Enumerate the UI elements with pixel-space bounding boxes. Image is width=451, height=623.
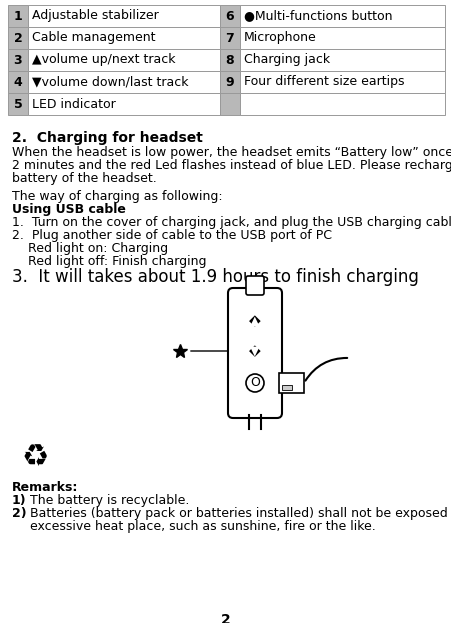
Text: 1): 1) xyxy=(12,494,27,507)
Bar xyxy=(239,5,444,27)
Text: excessive heat place, such as sunshine, fire or the like.: excessive heat place, such as sunshine, … xyxy=(30,520,375,533)
Text: ▲: ▲ xyxy=(250,315,259,328)
Bar xyxy=(28,93,220,115)
Text: ▼: ▼ xyxy=(250,345,259,358)
Text: 2: 2 xyxy=(221,613,230,623)
Text: 2: 2 xyxy=(14,32,23,44)
Bar xyxy=(8,93,28,115)
Text: 4: 4 xyxy=(14,75,23,88)
Text: Red light off: Finish charging: Red light off: Finish charging xyxy=(12,255,206,268)
Text: 6: 6 xyxy=(225,9,234,22)
Text: The way of charging as following:: The way of charging as following: xyxy=(12,190,222,203)
Text: Microphone: Microphone xyxy=(244,32,316,44)
Text: 1.  Turn on the cover of charging jack, and plug the USB charging cable: 1. Turn on the cover of charging jack, a… xyxy=(12,216,451,229)
Text: Batteries (battery pack or batteries installed) shall not be exposed to: Batteries (battery pack or batteries ins… xyxy=(30,507,451,520)
Bar xyxy=(8,49,28,71)
Text: ◆: ◆ xyxy=(249,343,260,358)
Text: 7: 7 xyxy=(225,32,234,44)
FancyBboxPatch shape xyxy=(245,276,263,295)
Bar xyxy=(220,5,239,27)
Text: 2.  Plug another side of cable to the USB port of PC: 2. Plug another side of cable to the USB… xyxy=(12,229,331,242)
Bar xyxy=(28,5,220,27)
Bar xyxy=(28,49,220,71)
Bar xyxy=(239,71,444,93)
Text: 9: 9 xyxy=(225,75,234,88)
Bar xyxy=(8,5,28,27)
Text: 8: 8 xyxy=(225,54,234,67)
Bar xyxy=(239,93,444,115)
Bar xyxy=(220,93,239,115)
Circle shape xyxy=(245,374,263,392)
Bar xyxy=(278,373,304,393)
Text: Red light on: Charging: Red light on: Charging xyxy=(12,242,168,255)
Text: ▼volume down/last track: ▼volume down/last track xyxy=(32,75,188,88)
Text: 1: 1 xyxy=(14,9,23,22)
Text: The battery is recyclable.: The battery is recyclable. xyxy=(30,494,189,507)
Text: Cable management: Cable management xyxy=(32,32,155,44)
Text: O: O xyxy=(249,376,259,389)
Bar xyxy=(281,385,291,390)
Text: LED indicator: LED indicator xyxy=(32,98,115,110)
Text: ◆: ◆ xyxy=(249,313,260,328)
Bar xyxy=(220,27,239,49)
Text: 2.  Charging for headset: 2. Charging for headset xyxy=(12,131,202,145)
Bar xyxy=(8,27,28,49)
Text: battery of the headset.: battery of the headset. xyxy=(12,172,156,185)
Text: 3.  It will takes about 1.9 hours to finish charging: 3. It will takes about 1.9 hours to fini… xyxy=(12,268,418,286)
Bar xyxy=(239,27,444,49)
Bar xyxy=(239,49,444,71)
Text: Four different size eartips: Four different size eartips xyxy=(244,75,404,88)
Text: Remarks:: Remarks: xyxy=(12,481,78,494)
Text: ♻: ♻ xyxy=(21,443,49,472)
Text: 2): 2) xyxy=(12,507,27,520)
Bar xyxy=(220,71,239,93)
Text: When the headset is low power, the headset emits “Battery low” once every: When the headset is low power, the heads… xyxy=(12,146,451,159)
Text: Adjustable stabilizer: Adjustable stabilizer xyxy=(32,9,158,22)
Bar xyxy=(28,27,220,49)
Bar xyxy=(220,49,239,71)
FancyBboxPatch shape xyxy=(227,288,281,418)
Text: ●Multi-functions button: ●Multi-functions button xyxy=(244,9,391,22)
Text: 5: 5 xyxy=(14,98,23,110)
Text: ▲volume up/next track: ▲volume up/next track xyxy=(32,54,175,67)
Bar xyxy=(28,71,220,93)
Text: 3: 3 xyxy=(14,54,22,67)
Bar xyxy=(8,71,28,93)
Text: Using USB cable: Using USB cable xyxy=(12,203,125,216)
Text: 2 minutes and the red Led flashes instead of blue LED. Please recharge the: 2 minutes and the red Led flashes instea… xyxy=(12,159,451,172)
Text: Charging jack: Charging jack xyxy=(244,54,329,67)
